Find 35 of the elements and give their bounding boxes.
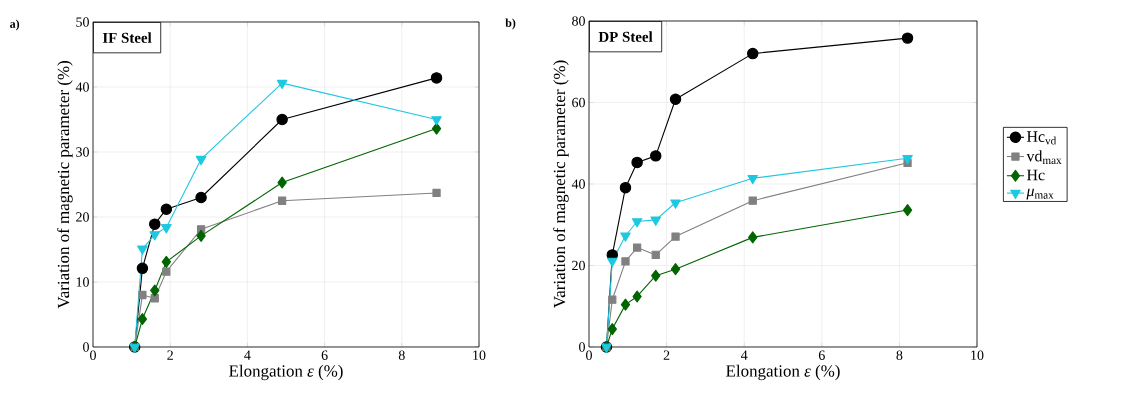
annotation: DP Steel	[598, 31, 653, 42]
x-tick-label: 0	[90, 350, 96, 360]
y-tick-label: 80	[572, 16, 585, 26]
chart-title: a)	[10, 19, 20, 31]
y-tick-label: 40	[75, 82, 89, 92]
x-axis-title: Elongation ε (%)	[726, 364, 840, 381]
x-tick-label: 0	[586, 350, 592, 360]
y-tick-label: 50	[76, 17, 89, 27]
legend-label: Hc	[1026, 169, 1045, 181]
x-tick-label: 6	[818, 350, 825, 360]
legend-label: μ$_{max}$	[1026, 188, 1054, 200]
y-tick-label: 20	[572, 260, 585, 271]
y-axis-title: Variation of magnetic parameter (%)	[57, 61, 73, 309]
x-axis-title: Elongation ε (%)	[229, 364, 343, 381]
x-tick-label: 10	[473, 350, 486, 360]
y-tick-label: 20	[76, 212, 89, 222]
x-tick-label: 10	[971, 350, 984, 360]
legend-label: Hc$_{vd}$	[1026, 131, 1057, 145]
x-tick-label: 4	[740, 350, 748, 360]
y-tick-label: 0	[83, 342, 89, 352]
y-tick-label: 60	[572, 97, 585, 108]
y-tick-label: 10	[76, 277, 89, 287]
x-tick-label: 8	[896, 350, 903, 360]
x-tick-label: 2	[167, 350, 173, 360]
legend-label: vd$_{max}$	[1026, 150, 1062, 164]
x-tick-label: 4	[244, 350, 251, 360]
y-tick-label: 0	[579, 342, 585, 352]
y-axis-title: Variation of magnetic parameter (%)	[553, 60, 569, 308]
chart-title: b)	[505, 18, 516, 30]
x-tick-label: 8	[398, 350, 405, 360]
x-tick-label: 2	[663, 350, 670, 360]
annotation: IF Steel	[102, 32, 152, 43]
y-tick-label: 40	[571, 179, 585, 189]
y-tick-label: 30	[76, 147, 89, 157]
x-tick-label: 6	[321, 350, 328, 360]
